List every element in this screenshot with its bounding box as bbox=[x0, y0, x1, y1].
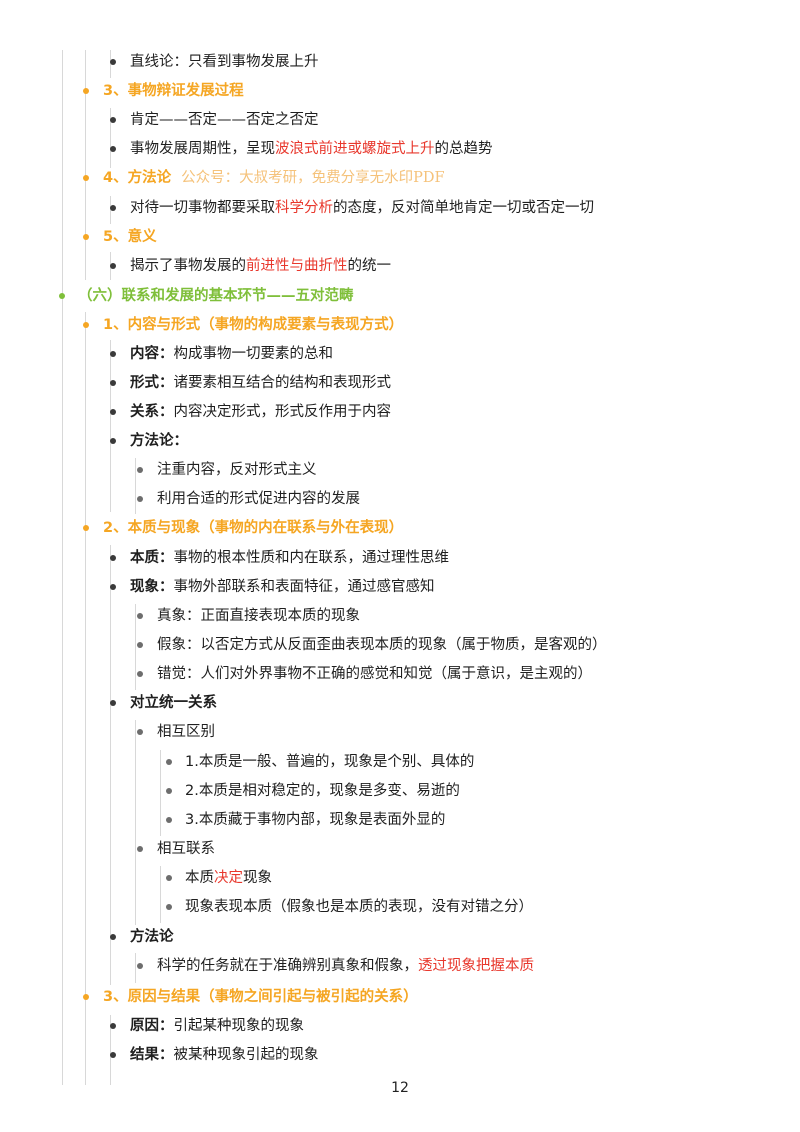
list-item: 肯定——否定——否定之否定 bbox=[110, 106, 319, 134]
list-item: 本质：事物的根本性质和内在联系，通过理性思维 bbox=[110, 544, 449, 572]
bullet-icon bbox=[110, 584, 116, 590]
bullet-icon bbox=[137, 846, 143, 852]
bullet-icon bbox=[166, 817, 172, 823]
outline-guide-level2 bbox=[85, 312, 86, 1085]
bullet-icon bbox=[110, 934, 116, 940]
outline-guide-level4 bbox=[135, 604, 136, 690]
list-item: 利用合适的形式促进内容的发展 bbox=[137, 485, 360, 513]
bullet-icon bbox=[83, 175, 89, 181]
bullet-icon bbox=[110, 1052, 116, 1058]
bullet-icon bbox=[110, 438, 116, 444]
section-heading: 4、方法论 公众号：大叔考研，免费分享无水印PDF bbox=[83, 164, 445, 192]
list-item: 相互区别 bbox=[137, 718, 215, 746]
list-item: 事物发展周期性，呈现波浪式前进或螺旋式上升的总趋势 bbox=[110, 135, 493, 163]
bullet-icon bbox=[137, 496, 143, 502]
list-item: 错觉：人们对外界事物不正确的感觉和知觉（属于意识，是主观的） bbox=[137, 660, 592, 688]
list-item: 本质决定现象 bbox=[166, 864, 272, 892]
bullet-icon bbox=[83, 234, 89, 240]
outline-guide-level4 bbox=[135, 720, 136, 925]
bullet-icon bbox=[59, 293, 65, 299]
outline-guide-level4 bbox=[135, 953, 136, 983]
bullet-icon bbox=[137, 642, 143, 648]
bullet-icon bbox=[137, 671, 143, 677]
list-item: 内容：构成事物一切要素的总和 bbox=[110, 340, 333, 368]
list-item: 现象表现本质（假象也是本质的表现，没有对错之分） bbox=[166, 893, 533, 921]
bullet-icon bbox=[110, 380, 116, 386]
list-item: 关系：内容决定形式，形式反作用于内容 bbox=[110, 398, 391, 426]
list-item: 形式：诸要素相互结合的结构和表现形式 bbox=[110, 369, 391, 397]
bullet-icon bbox=[110, 146, 116, 152]
outline-guide-level1 bbox=[62, 50, 63, 1085]
list-item: 对待一切事物都要采取科学分析的态度，反对简单地肯定一切或否定一切 bbox=[110, 194, 594, 222]
bullet-icon bbox=[137, 729, 143, 735]
page-number: 12 bbox=[391, 1080, 409, 1096]
outline-guide-level5 bbox=[160, 750, 161, 836]
bullet-icon bbox=[137, 467, 143, 473]
section-heading: 3、原因与结果（事物之间引起与被引起的关系） bbox=[83, 983, 418, 1011]
outline-guide-level3 bbox=[110, 108, 111, 168]
bullet-icon bbox=[110, 205, 116, 211]
bullet-icon bbox=[137, 613, 143, 619]
bullet-icon bbox=[83, 322, 89, 328]
list-item: 2.本质是相对稳定的，现象是多变、易逝的 bbox=[166, 777, 460, 805]
bullet-icon bbox=[110, 555, 116, 561]
section-heading: 3、事物辩证发展过程 bbox=[83, 77, 244, 105]
section-heading: 2、本质与现象（事物的内在联系与外在表现） bbox=[83, 514, 403, 542]
bullet-icon bbox=[110, 1023, 116, 1029]
bullet-icon bbox=[110, 263, 116, 269]
list-item: 结果：被某种现象引起的现象 bbox=[110, 1041, 319, 1069]
section-heading: 1、内容与形式（事物的构成要素与表现方式） bbox=[83, 311, 403, 339]
list-item: 真象：正面直接表现本质的现象 bbox=[137, 602, 360, 630]
bullet-icon bbox=[83, 88, 89, 94]
bullet-icon bbox=[137, 963, 143, 969]
chapter-heading: （六）联系和发展的基本环节——五对范畴 bbox=[59, 282, 354, 310]
watermark-text: 公众号：大叔考研，免费分享无水印PDF bbox=[181, 170, 445, 186]
outline-guide-level5 bbox=[160, 866, 161, 923]
outline-guide-level3 bbox=[110, 545, 111, 985]
list-item: 方法论 bbox=[110, 923, 174, 951]
list-item: 方法论： bbox=[110, 427, 188, 455]
outline-guide-level4 bbox=[135, 458, 136, 514]
list-item: 相互联系 bbox=[137, 835, 215, 863]
bullet-icon bbox=[166, 875, 172, 881]
list-item: 直线论：只看到事物发展上升 bbox=[110, 48, 319, 76]
bullet-icon bbox=[83, 994, 89, 1000]
outline-guide-level3 bbox=[110, 340, 111, 512]
bullet-icon bbox=[83, 525, 89, 531]
list-item: 现象：事物外部联系和表面特征，通过感官感知 bbox=[110, 573, 435, 601]
list-item: 科学的任务就在于准确辨别真象和假象，透过现象把握本质 bbox=[137, 952, 534, 980]
list-item: 对立统一关系 bbox=[110, 689, 217, 717]
outline-guide-level3 bbox=[110, 1015, 111, 1085]
list-item: 3.本质藏于事物内部，现象是表面外显的 bbox=[166, 806, 445, 834]
list-item: 揭示了事物发展的前进性与曲折性的统一 bbox=[110, 252, 391, 280]
list-item: 1.本质是一般、普遍的，现象是个别、具体的 bbox=[166, 748, 474, 776]
bullet-icon bbox=[110, 409, 116, 415]
bullet-icon bbox=[166, 759, 172, 765]
list-item: 注重内容，反对形式主义 bbox=[137, 456, 317, 484]
bullet-icon bbox=[110, 117, 116, 123]
bullet-icon bbox=[110, 59, 116, 65]
bullet-icon bbox=[166, 904, 172, 910]
section-heading: 5、意义 bbox=[83, 223, 157, 251]
bullet-icon bbox=[110, 700, 116, 706]
bullet-icon bbox=[110, 351, 116, 357]
list-item: 假象：以否定方式从反面歪曲表现本质的现象（属于物质，是客观的） bbox=[137, 631, 607, 659]
outline-guide-level2 bbox=[85, 50, 86, 280]
bullet-icon bbox=[166, 788, 172, 794]
list-item: 原因：引起某种现象的现象 bbox=[110, 1012, 304, 1040]
